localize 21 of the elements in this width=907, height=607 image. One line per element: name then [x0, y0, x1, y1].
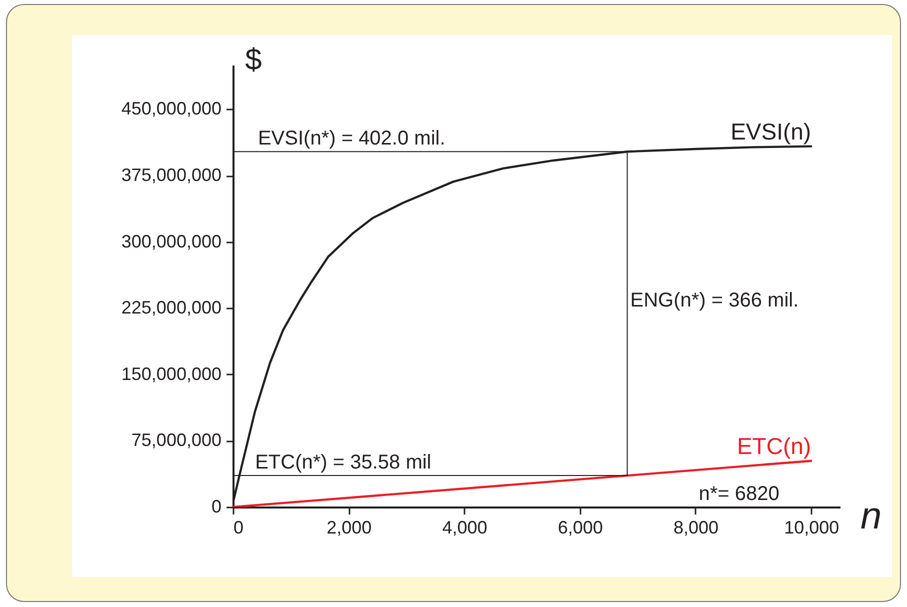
x-tick-label: 4,000 — [442, 518, 488, 538]
x-tick-label: 8,000 — [673, 518, 718, 538]
y-tick-label: 150,000,000 — [121, 364, 222, 384]
series-label: ETC(n) — [736, 432, 812, 459]
x-tick-label: 0 — [234, 518, 244, 538]
y-tick-label: 75,000,000 — [131, 430, 222, 450]
y-tick-label: 300,000,000 — [121, 231, 222, 252]
y-tick-label: 450,000,000 — [121, 98, 222, 119]
y-tick-label: 225,000,000 — [121, 298, 222, 318]
x-tick-label: 2,000 — [326, 518, 372, 538]
x-tick-label: 10,000 — [784, 518, 840, 538]
x-tick-label: 6,000 — [558, 518, 603, 538]
y-tick-label: 375,000,000 — [121, 165, 222, 185]
series-label: EVSI(n) — [730, 118, 812, 144]
annotation: ENG(n*) = 366 mil. — [630, 290, 799, 312]
annotation: EVSI(n*) = 402.0 mil. — [258, 128, 446, 150]
x-axis-title: n — [860, 496, 882, 538]
y-axis-title: $ — [245, 44, 262, 76]
annotation: n*= 6820 — [698, 483, 780, 505]
annotation: ETC(n*) = 35.58 mil — [255, 452, 432, 474]
y-tick-label: 0 — [211, 496, 222, 516]
